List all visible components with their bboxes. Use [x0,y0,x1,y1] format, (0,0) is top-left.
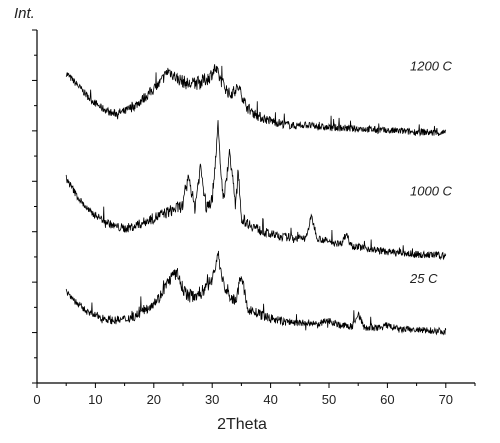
x-tick-label: 40 [263,392,277,407]
series-line [65,64,447,137]
series-line [65,120,447,261]
plot-area: 0 10 20 30 40 50 60 70 1200 C 1000 C 25 C [32,29,476,407]
x-tick-label: 10 [88,392,102,407]
series-line [65,250,447,336]
x-tick-label: 20 [147,392,161,407]
x-axis-title: 2Theta [217,416,267,433]
x-tick-label: 60 [380,392,394,407]
series-label: 1000 C [410,183,453,198]
x-tick-label: 30 [205,392,219,407]
y-axis-title: Int. [14,5,35,22]
x-tick-label: 0 [33,392,40,407]
series-label: 25 C [409,271,438,286]
series-label: 1200 C [410,58,453,73]
x-tick-label: 50 [322,392,336,407]
x-tick-label: 70 [439,392,453,407]
